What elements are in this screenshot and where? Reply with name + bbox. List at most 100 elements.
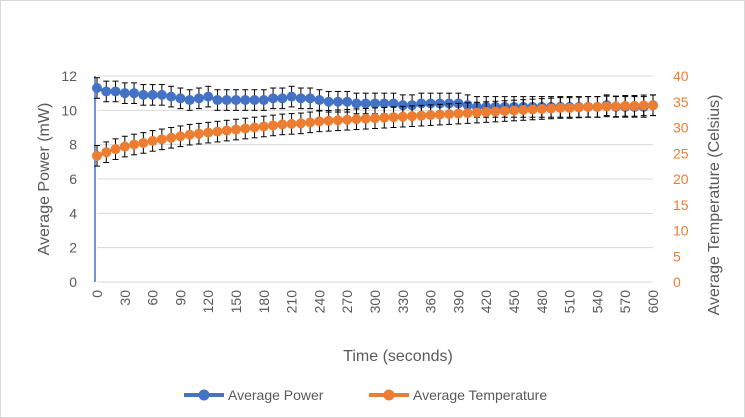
data-point xyxy=(286,118,297,129)
data-point xyxy=(110,144,121,155)
data-point xyxy=(277,93,288,104)
data-point xyxy=(629,100,640,111)
series xyxy=(92,77,658,167)
y-tick-label: 12 xyxy=(61,68,77,84)
data-point xyxy=(258,95,269,106)
y-tick-label: 6 xyxy=(69,171,77,187)
data-point xyxy=(249,95,260,106)
data-point xyxy=(203,127,214,138)
x-tick-label: 180 xyxy=(256,290,272,314)
data-point xyxy=(434,98,445,109)
y2-tick-label: 15 xyxy=(673,197,689,213)
data-point xyxy=(295,118,306,129)
data-point xyxy=(425,98,436,109)
data-point xyxy=(314,95,325,106)
data-point xyxy=(212,95,223,106)
x-tick-label: 270 xyxy=(339,290,355,314)
y2-tick-label: 35 xyxy=(673,94,689,110)
series-temperature xyxy=(92,94,658,167)
data-point xyxy=(175,131,186,142)
data-point xyxy=(268,93,279,104)
data-point xyxy=(546,103,557,114)
data-point xyxy=(370,98,380,109)
x-tick-label: 150 xyxy=(228,290,244,314)
data-point xyxy=(231,124,241,135)
data-point xyxy=(193,128,204,139)
data-point xyxy=(156,89,167,100)
legend-item-power: Average Power xyxy=(184,387,324,403)
y-tick-label: 4 xyxy=(69,205,77,221)
data-point xyxy=(175,93,186,104)
data-point xyxy=(462,108,473,119)
data-point xyxy=(184,95,195,106)
data-point xyxy=(138,137,149,148)
data-point xyxy=(416,110,427,121)
data-point xyxy=(268,120,279,131)
x-axis-title: Time (seconds) xyxy=(343,348,453,365)
data-point xyxy=(147,89,158,100)
data-point xyxy=(407,111,418,122)
data-point xyxy=(286,91,297,102)
y-tick-label: 2 xyxy=(69,240,77,256)
data-point xyxy=(166,132,177,143)
x-tick-label: 210 xyxy=(284,290,300,314)
data-point xyxy=(342,96,353,107)
x-tick-label: 570 xyxy=(617,290,633,314)
data-point xyxy=(258,121,269,132)
x-tick-label: 450 xyxy=(506,290,522,314)
data-point xyxy=(184,129,195,140)
data-point xyxy=(360,113,371,124)
data-point xyxy=(499,106,510,117)
y2-tick-label: 25 xyxy=(673,145,689,161)
data-point xyxy=(110,86,121,97)
y2-tick-label: 30 xyxy=(673,120,689,136)
data-point xyxy=(620,100,631,111)
x-tick-label: 330 xyxy=(395,290,411,314)
data-point xyxy=(92,150,102,161)
y2-tick-label: 0 xyxy=(673,274,681,290)
data-point xyxy=(397,100,408,111)
data-point xyxy=(305,93,316,104)
data-point xyxy=(555,102,566,113)
data-point xyxy=(119,141,130,152)
data-point xyxy=(416,98,427,109)
data-point xyxy=(101,147,112,158)
data-point xyxy=(397,111,408,122)
y-tick-label: 8 xyxy=(69,137,77,153)
data-point xyxy=(277,119,288,130)
x-tick-label: 90 xyxy=(172,290,188,306)
data-point xyxy=(471,107,482,118)
data-point xyxy=(564,102,575,113)
data-point xyxy=(295,93,306,104)
data-point xyxy=(379,98,390,109)
data-point xyxy=(425,110,436,121)
data-point xyxy=(444,109,455,120)
data-point xyxy=(166,91,177,102)
data-point xyxy=(193,93,204,104)
data-point xyxy=(156,134,167,145)
x-tick-label: 300 xyxy=(367,290,383,314)
data-point xyxy=(332,96,343,107)
data-point xyxy=(323,96,334,107)
x-tick-label: 540 xyxy=(589,290,605,314)
data-point xyxy=(592,101,603,112)
data-point xyxy=(240,123,251,134)
data-point xyxy=(648,100,658,111)
y2-tick-label: 20 xyxy=(673,171,689,187)
x-tick-label: 240 xyxy=(311,290,327,314)
data-point xyxy=(240,95,251,106)
x-tick-label: 60 xyxy=(145,290,161,306)
data-point xyxy=(453,108,464,119)
data-point xyxy=(370,113,380,124)
data-point xyxy=(536,103,547,114)
x-tick-label: 390 xyxy=(450,290,466,314)
x-tick-label: 0 xyxy=(89,290,105,298)
y-axis-title: Average Power (mW) xyxy=(36,103,53,256)
data-point xyxy=(610,101,621,112)
y-tick-label: 10 xyxy=(61,102,77,118)
x-tick-label: 30 xyxy=(117,290,133,306)
y2-tick-label: 40 xyxy=(673,68,689,84)
y2-tick-label: 5 xyxy=(673,248,681,264)
